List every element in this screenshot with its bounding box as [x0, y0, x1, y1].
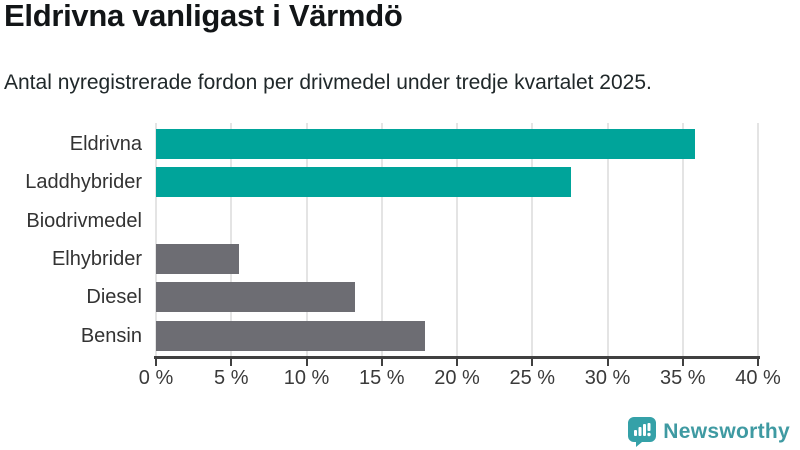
- tick-label: 35 %: [659, 367, 706, 389]
- plot-area: [155, 123, 759, 357]
- category-label-diesel: Diesel: [86, 286, 142, 309]
- chart-subtitle: Antal nyregistrerade fordon per drivmede…: [4, 71, 652, 94]
- category-label-biodrivmedel: Biodrivmedel: [26, 209, 142, 232]
- bar-bensin: [156, 320, 426, 351]
- tick-mark: [606, 359, 609, 366]
- gridline: [606, 123, 609, 356]
- gridline: [531, 123, 534, 356]
- tick-label: 10 %: [283, 367, 330, 389]
- bar-laddhybrider: [156, 167, 572, 198]
- tick-label: 20 %: [434, 367, 480, 389]
- gridline: [305, 123, 308, 356]
- gridline: [757, 123, 759, 356]
- tick-mark: [305, 359, 308, 366]
- tick-mark: [230, 359, 233, 366]
- gridline: [380, 123, 383, 356]
- tick-label: 25 %: [509, 367, 556, 389]
- tick-label: 40 %: [735, 367, 781, 389]
- tick-label: 0 %: [138, 367, 174, 389]
- tick-mark: [155, 359, 157, 366]
- tick-mark: [380, 359, 383, 366]
- tick-mark: [757, 359, 759, 366]
- gridline: [230, 123, 233, 356]
- category-label-laddhybrider: Laddhybrider: [25, 171, 142, 194]
- newsworthy-logo: Newsworthy: [628, 417, 790, 447]
- tick-label: 5 %: [214, 367, 249, 389]
- category-label-elhybrider: Elhybrider: [51, 248, 142, 271]
- bar-diesel: [156, 282, 355, 313]
- tick-mark: [456, 359, 458, 366]
- x-axis-ticks: [155, 359, 759, 367]
- category-label-eldrivna: Eldrivna: [69, 133, 142, 155]
- tick-mark: [681, 359, 684, 366]
- bar-eldrivna: [156, 129, 695, 159]
- gridline: [681, 123, 684, 356]
- bar-elhybrider: [156, 244, 239, 275]
- gridline: [155, 123, 157, 356]
- x-axis-tick-labels: 0 % 5 % 10 % 15 % 20 % 25 % 30 % 35 % 40 %: [139, 367, 781, 393]
- tick-label: 15 %: [358, 367, 405, 389]
- tick-mark: [531, 359, 534, 366]
- tick-label: 30 %: [584, 367, 631, 389]
- x-axis-line: [154, 356, 760, 359]
- category-axis-labels: Eldrivna Laddhybrider Biodrivmedel Elhybrid…: [0, 123, 142, 357]
- category-label-bensin: Bensin: [80, 324, 142, 347]
- newsworthy-logo-text: Newsworthy: [663, 420, 790, 443]
- gridline: [456, 123, 458, 356]
- chart-title: Eldrivna vanligast i Värmdö: [4, 0, 403, 33]
- newsworthy-chart-bubble-icon: [628, 417, 657, 447]
